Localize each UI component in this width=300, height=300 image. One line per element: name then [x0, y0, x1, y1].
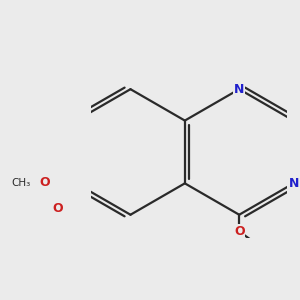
Text: O: O [52, 202, 63, 215]
Text: O: O [39, 176, 50, 189]
Text: CH₃: CH₃ [11, 178, 30, 188]
Text: O: O [234, 225, 244, 238]
Text: N: N [288, 177, 299, 190]
Text: N: N [234, 83, 244, 96]
